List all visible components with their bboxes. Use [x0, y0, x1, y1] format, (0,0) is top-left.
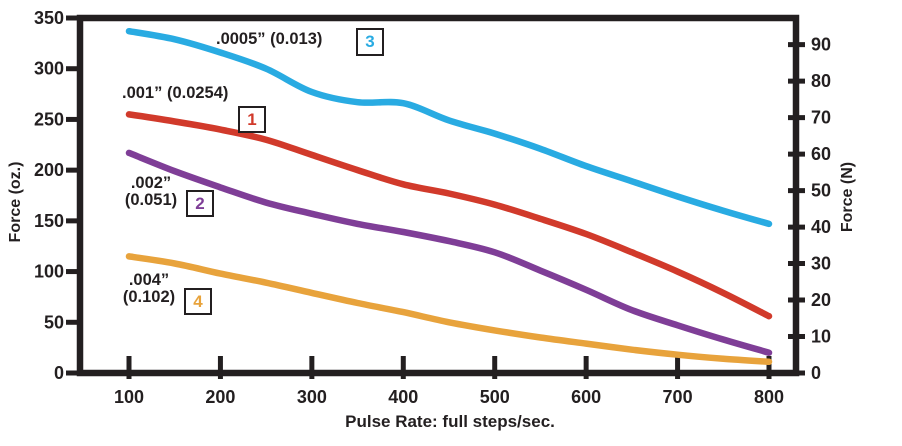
y-left-tick-label: 0	[54, 363, 64, 383]
y-left-tick-label: 250	[34, 109, 64, 129]
y-right-tick-label: 40	[811, 217, 831, 237]
series-label-text: (0.051)	[124, 191, 178, 209]
x-axis-title: Pulse Rate: full steps/sec.	[345, 412, 555, 431]
y-left-tick-label: 100	[34, 262, 64, 282]
curve-tag-1: 1	[238, 106, 266, 133]
series-label-text: (0.102)	[122, 288, 176, 306]
y-axis-left-title: Force (oz.)	[7, 162, 24, 243]
x-tick-label: 700	[663, 387, 693, 407]
y-left-tick-label: 200	[34, 160, 64, 180]
y-right-tick-label: 30	[811, 254, 831, 274]
y-right-tick-label: 0	[811, 363, 821, 383]
curve-1	[125, 111, 773, 320]
x-tick-label: 600	[571, 387, 601, 407]
curve-4	[125, 253, 773, 366]
x-tick-label: 800	[754, 387, 784, 407]
x-tick-label: 500	[480, 387, 510, 407]
x-tick-label: 300	[297, 387, 327, 407]
plot-border	[76, 14, 800, 377]
series-label-text: .004”	[128, 271, 170, 289]
curve-tag-number: 4	[193, 291, 203, 311]
y-right-tick-label: 70	[811, 108, 831, 128]
series-label-004: .004” (0.102)	[113, 272, 185, 306]
series-label-001: .001” (0.0254)	[122, 85, 228, 102]
y-left-tick-label: 150	[34, 211, 64, 231]
curve-tag-number: 1	[247, 109, 257, 129]
series-label-002: .002” (0.051)	[115, 175, 187, 209]
curve-tag-3: 3	[356, 28, 384, 56]
y-left-tick-label: 300	[34, 59, 64, 79]
series-label-text: .0005” (0.013)	[216, 30, 323, 48]
y-right-tick-label: 50	[811, 181, 831, 201]
y-left-tick-label: 50	[44, 312, 64, 332]
curve-tag-number: 3	[365, 32, 375, 51]
y-right-tick-label: 10	[811, 327, 831, 347]
curve-2	[125, 149, 773, 356]
y-right-tick-label: 60	[811, 144, 831, 164]
curve-tag-4: 4	[184, 288, 212, 315]
y-right-tick-label: 80	[811, 71, 831, 91]
series-label-0005: .0005” (0.013)	[216, 31, 322, 48]
y-left-tick-label: 350	[34, 8, 64, 28]
curve-3	[125, 27, 773, 228]
y-axis-right-title: Force (N)	[839, 162, 856, 232]
x-tick-label: 100	[114, 387, 144, 407]
x-tick-label: 200	[205, 387, 235, 407]
series-label-text: .001” (0.0254)	[122, 84, 229, 102]
y-right-tick-label: 90	[811, 35, 831, 55]
series-label-text: .002”	[130, 174, 172, 192]
x-tick-label: 400	[388, 387, 418, 407]
y-right-tick-label: 20	[811, 290, 831, 310]
curve-tag-2: 2	[186, 190, 214, 217]
curve-tag-number: 2	[195, 193, 205, 213]
